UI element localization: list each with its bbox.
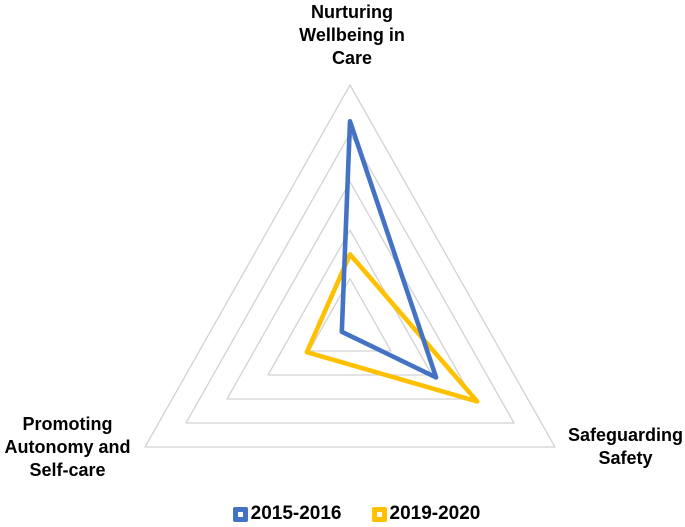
marker-inner-dot xyxy=(376,511,382,517)
series-polygon-2015-2016 xyxy=(339,119,439,380)
axis-label-safeguarding-safety: Safeguarding Safety xyxy=(567,425,683,468)
legend-label-2019-2020: 2019-2020 xyxy=(389,503,481,524)
legend-item-2019-2020: 2019-2020 xyxy=(371,503,481,525)
legend-item-2015-2016: 2015-2016 xyxy=(232,503,342,525)
axis-label-nurturing-wellbeing-in-care: Nurturing Wellbeing in Care xyxy=(299,2,405,68)
grid-ring-4 xyxy=(185,132,515,424)
marker-inner-dot xyxy=(237,511,243,517)
grid-ring-2 xyxy=(267,229,433,376)
grid-ring-1 xyxy=(308,277,392,352)
grid-ring-3 xyxy=(226,181,474,400)
series-marker-2019-2020-icon xyxy=(371,506,387,522)
legend-label-2015-2016: 2015-2016 xyxy=(250,503,342,524)
series-polygon-2019-2020 xyxy=(304,252,480,404)
axis-label-promoting-autonomy-self-care: Promoting Autonomy and Self-care xyxy=(4,414,131,480)
series-marker-2015-2016-icon xyxy=(232,506,248,522)
grid-ring-5 xyxy=(144,84,556,448)
legend: 2015-2016 2019-2020 xyxy=(14,503,685,525)
